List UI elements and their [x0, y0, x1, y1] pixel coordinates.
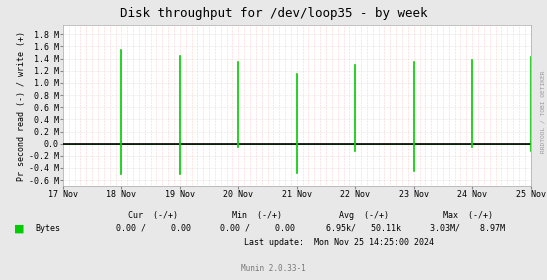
Text: 3.03M/    8.97M: 3.03M/ 8.97M [430, 224, 505, 233]
Text: Last update:  Mon Nov 25 14:25:00 2024: Last update: Mon Nov 25 14:25:00 2024 [244, 238, 434, 247]
Text: Munin 2.0.33-1: Munin 2.0.33-1 [241, 264, 306, 273]
Text: 0.00 /     0.00: 0.00 / 0.00 [115, 224, 191, 233]
Text: 6.95k/   50.11k: 6.95k/ 50.11k [326, 224, 401, 233]
Text: Bytes: Bytes [36, 224, 61, 233]
Text: Max  (-/+): Max (-/+) [443, 211, 493, 220]
Text: Disk throughput for /dev/loop35 - by week: Disk throughput for /dev/loop35 - by wee… [120, 7, 427, 20]
Y-axis label: Pr second read (-) / write (+): Pr second read (-) / write (+) [17, 31, 26, 181]
Text: RRDTOOL / TOBI OETIKER: RRDTOOL / TOBI OETIKER [541, 71, 546, 153]
Text: Min  (-/+): Min (-/+) [232, 211, 282, 220]
Text: Cur  (-/+): Cur (-/+) [128, 211, 178, 220]
Text: ■: ■ [14, 223, 24, 233]
Text: Avg  (-/+): Avg (-/+) [339, 211, 389, 220]
Text: 0.00 /     0.00: 0.00 / 0.00 [219, 224, 295, 233]
